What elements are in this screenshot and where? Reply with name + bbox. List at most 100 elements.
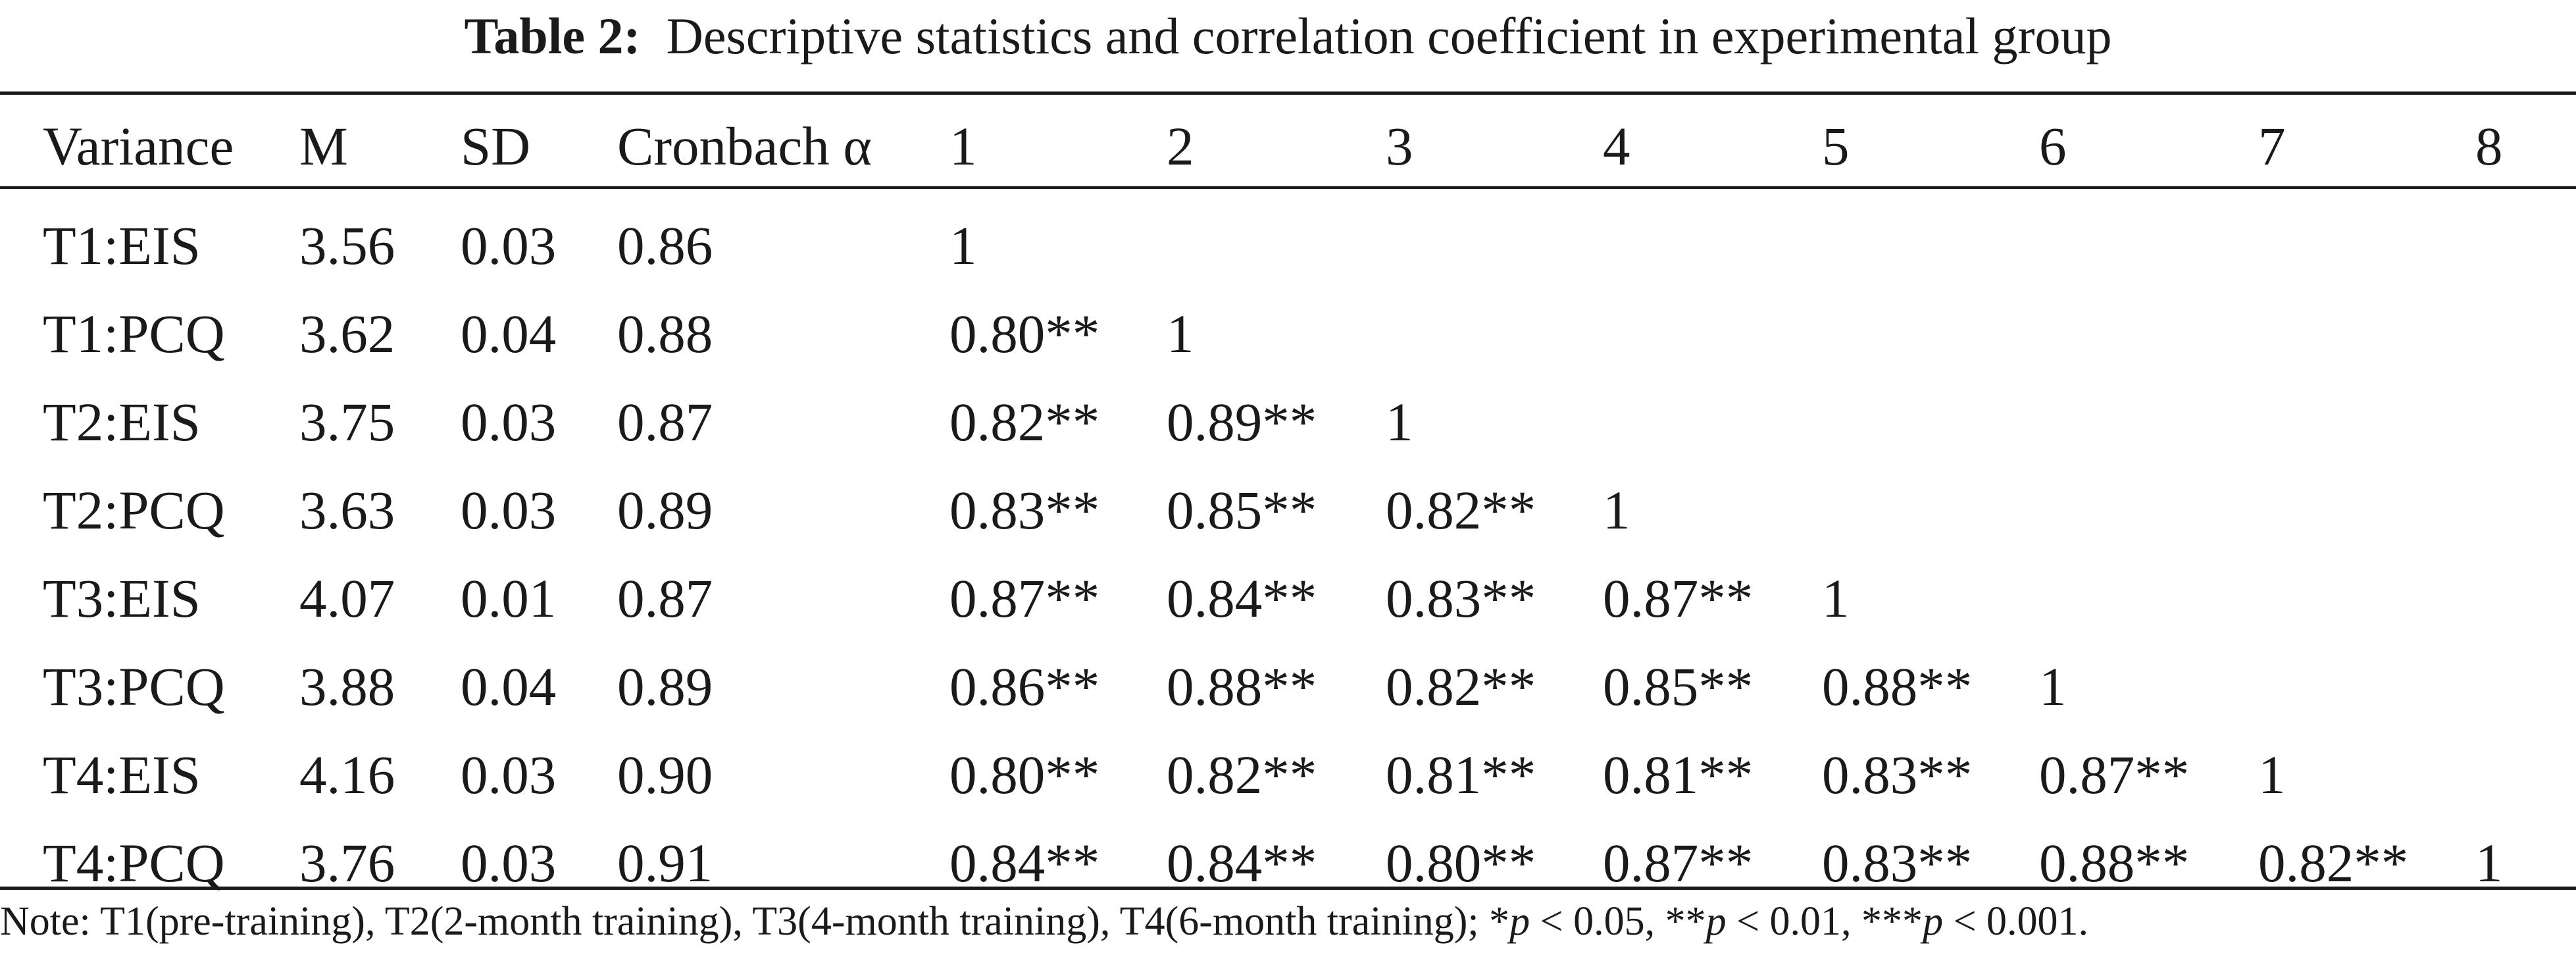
header-cell: 4 — [1603, 116, 1630, 176]
table-cell: 0.82** — [949, 392, 1100, 452]
note-p-symbol: p — [1923, 899, 1944, 944]
header-cell: 8 — [2475, 116, 2503, 176]
note-p-symbol: p — [1509, 899, 1530, 944]
table-cell: 0.89** — [1167, 392, 1317, 452]
table-cell: 3.75 — [299, 392, 395, 452]
table-cell: 0.88** — [2039, 833, 2190, 893]
table-cell: 3.63 — [299, 480, 395, 540]
header-cell: 7 — [2258, 116, 2286, 176]
table-cell — [2258, 290, 2475, 378]
table-cell: 0.86** — [949, 656, 1100, 717]
row-label-cell: T3:PCQ — [43, 656, 225, 717]
bottom-rule — [0, 887, 2576, 890]
table-cell — [1386, 290, 1603, 378]
table-cell — [2258, 466, 2475, 554]
table-cell — [2039, 378, 2258, 466]
table-cell: 0.03 — [461, 215, 557, 276]
table-cell — [2475, 466, 2576, 554]
table-cell: 0.83** — [1822, 833, 1973, 893]
table-cell: 1 — [1386, 392, 1413, 452]
table-cell — [1167, 192, 1386, 290]
table-row: T2:EIS 3.75 0.03 0.87 0.82** 0.89** 1 — [0, 378, 2576, 466]
table-cell — [1822, 290, 2039, 378]
table-cell: 3.76 — [299, 833, 395, 893]
row-label-cell: T2:EIS — [43, 392, 201, 452]
table-cell: 0.81** — [1603, 744, 1754, 805]
row-label-cell: T4:PCQ — [43, 833, 225, 893]
table-cell: 0.89 — [617, 656, 713, 717]
row-label-cell: T1:PCQ — [43, 303, 225, 364]
table-cell: 0.04 — [461, 656, 557, 717]
table-cell: 0.82** — [2258, 833, 2409, 893]
table-cell — [1822, 192, 2039, 290]
table-cell: 0.87** — [2039, 744, 2190, 805]
table-cell: 1 — [1603, 480, 1630, 540]
table-cell: 0.83** — [1386, 568, 1536, 629]
table-cell: 0.87** — [949, 568, 1100, 629]
table-cell: 0.83** — [1822, 744, 1973, 805]
note-threshold: < 0.001. — [1943, 899, 2089, 944]
header-cell: 6 — [2039, 116, 2067, 176]
header-cell: SD — [461, 116, 531, 176]
row-label-cell: T2:PCQ — [43, 480, 225, 540]
table-cell: 0.88 — [617, 303, 713, 364]
row-label-cell: T3:EIS — [43, 568, 201, 629]
table-note: Note: T1(pre-training), T2(2-month train… — [0, 892, 2576, 951]
table-cell — [2039, 290, 2258, 378]
table-cell — [2258, 192, 2475, 290]
table-cell: 0.83** — [949, 480, 1100, 540]
table-cell: 0.89 — [617, 480, 713, 540]
table-cell: 0.88** — [1822, 656, 1973, 717]
note-p-symbol: p — [1705, 899, 1727, 944]
table-cell: 0.01 — [461, 568, 557, 629]
statistics-table: Variance M SD Cronbach α 1 2 3 4 5 6 7 8… — [0, 100, 2576, 907]
top-rule — [0, 91, 2576, 95]
table-cell — [2258, 378, 2475, 466]
table-cell: 0.82** — [1167, 744, 1317, 805]
table-cell: 1 — [1167, 303, 1194, 364]
header-row: Variance M SD Cronbach α 1 2 3 4 5 6 7 8 — [0, 100, 2576, 192]
table-cell: 1 — [2258, 744, 2286, 805]
table-cell: 3.56 — [299, 215, 395, 276]
table-cell: 0.87 — [617, 392, 713, 452]
table-cell — [2258, 554, 2475, 642]
table-cell: 0.87 — [617, 568, 713, 629]
table-row: T3:PCQ 3.88 0.04 0.89 0.86** 0.88** 0.82** 0.85… — [0, 642, 2576, 731]
table-cell: 0.03 — [461, 744, 557, 805]
table-cell — [1603, 378, 1822, 466]
header-cell: Cronbach α — [617, 116, 872, 176]
header-cell: Variance — [43, 116, 234, 176]
note-prefix: Note: T1(pre-training), T2(2-month train… — [0, 899, 1510, 944]
table-cell: 0.85** — [1603, 656, 1754, 717]
table-number: Table 2: — [464, 7, 641, 65]
row-label-cell: T4:EIS — [43, 744, 201, 805]
table-cell — [2475, 192, 2576, 290]
table-cell: 0.90 — [617, 744, 713, 805]
table-cell: 0.86 — [617, 215, 713, 276]
table-cell: 0.88** — [1167, 656, 1317, 717]
table-cell — [1603, 290, 1822, 378]
note-threshold: < 0.01, *** — [1726, 899, 1923, 944]
table-row: T4:EIS 4.16 0.03 0.90 0.80** 0.82** 0.81** 0.81… — [0, 731, 2576, 819]
table-row: T3:EIS 4.07 0.01 0.87 0.87** 0.84** 0.83** 0.87… — [0, 554, 2576, 642]
table-caption: Table 2: Descriptive statistics and corr… — [0, 0, 2576, 82]
table-cell: 0.84** — [1167, 833, 1317, 893]
table-cell: 3.88 — [299, 656, 395, 717]
header-cell: M — [299, 116, 348, 176]
header-cell: 3 — [1386, 116, 1413, 176]
table-cell: 0.85** — [1167, 480, 1317, 540]
table-cell: 0.03 — [461, 833, 557, 893]
table-cell: 0.03 — [461, 392, 557, 452]
table-cell: 0.04 — [461, 303, 557, 364]
table-cell: 0.81** — [1386, 744, 1536, 805]
table-cell — [2475, 554, 2576, 642]
table-cell: 0.80** — [949, 303, 1100, 364]
table-cell — [2475, 642, 2576, 731]
table-cell: 0.80** — [1386, 833, 1536, 893]
table-cell — [1603, 192, 1822, 290]
table-cell: 0.82** — [1386, 656, 1536, 717]
table-cell: 0.84** — [949, 833, 1100, 893]
table-cell: 4.07 — [299, 568, 395, 629]
header-cell: 5 — [1822, 116, 1850, 176]
table-cell — [2475, 731, 2576, 819]
